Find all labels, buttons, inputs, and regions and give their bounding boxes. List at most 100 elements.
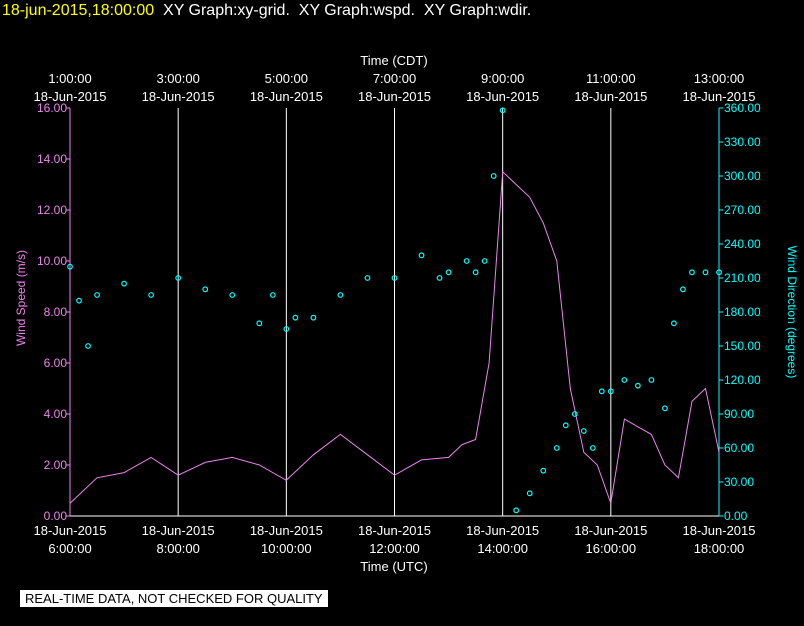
wind-direction-point	[671, 320, 677, 327]
wind-direction-point	[680, 286, 686, 293]
x-bottom-tick-time: 18:00:00	[694, 541, 745, 556]
wind-direction-point	[580, 428, 587, 434]
wind-direction-point	[702, 269, 709, 276]
x-bottom-tick-date: 18-Jun-2015	[683, 523, 756, 538]
x-bottom-tick-time: 10:00:00	[261, 541, 312, 556]
y-left-tick-label: 8.00	[44, 305, 68, 319]
wind-direction-point	[436, 275, 443, 281]
y-left-tick-label: 2.00	[44, 458, 68, 472]
wind-direction-point	[634, 382, 641, 389]
y-right-tick-label: 270.00	[724, 203, 761, 217]
y-right-tick-label: 240.00	[724, 237, 761, 251]
x-bottom-tick-time: 6:00:00	[48, 541, 91, 556]
wind-direction-point	[598, 388, 605, 395]
x-bottom-tick-time: 16:00:00	[586, 541, 637, 556]
y-left-tick-label: 4.00	[44, 407, 68, 421]
y-right-tick-label: 60.00	[724, 441, 754, 455]
wind-direction-point	[148, 292, 155, 298]
wind-direction-point	[175, 275, 182, 281]
wind-direction-point	[526, 490, 533, 497]
wind-direction-point	[418, 252, 425, 259]
wind-direction-point	[283, 326, 290, 332]
x-top-tick-date: 18-Jun-2015	[358, 89, 431, 104]
y-right-tick-label: 210.00	[724, 271, 761, 285]
header-graph-wspd: XY Graph:wspd.	[298, 2, 415, 19]
wind-direction-point	[607, 388, 614, 395]
graph-header: 18-jun-2015,18:00:00 XY Graph:xy-grid. X…	[2, 2, 531, 20]
wind-direction-point	[121, 280, 127, 287]
x-top-tick-time: 11:00:00	[586, 71, 636, 86]
x-top-tick-time: 9:00:00	[481, 71, 524, 86]
wind-direction-point	[662, 405, 668, 412]
y-left-tick-label: 6.00	[44, 356, 68, 370]
wind-direction-point	[202, 286, 209, 293]
x-bottom-tick-time: 12:00:00	[369, 541, 420, 556]
x-bottom-tick-date: 18-Jun-2015	[142, 523, 215, 538]
x-top-tick-time: 7:00:00	[373, 71, 416, 86]
y-right-tick-label: 30.00	[724, 475, 754, 489]
header-graph-xy-grid: XY Graph:xy-grid.	[163, 2, 290, 19]
wind-direction-point	[540, 467, 547, 474]
header-graph-wdir: XY Graph:wdir.	[423, 2, 532, 19]
wind-direction-point	[391, 275, 398, 281]
wind-direction-point	[589, 445, 596, 451]
x-bottom-axis-label: Time (UTC)	[360, 559, 427, 574]
x-top-tick-date: 18-Jun-2015	[34, 89, 107, 104]
x-bottom-tick-date: 18-Jun-2015	[250, 523, 323, 538]
wind-direction-point	[67, 263, 73, 270]
x-top-tick-date: 18-Jun-2015	[574, 89, 647, 104]
wind-direction-point	[292, 314, 299, 321]
y-left-tick-label: 0.00	[44, 509, 68, 523]
x-top-tick-time: 3:00:00	[156, 71, 199, 86]
x-top-tick-date: 18-Jun-2015	[142, 89, 215, 104]
y-right-tick-label: 90.00	[724, 407, 754, 421]
wind-direction-point	[364, 275, 371, 281]
x-top-tick-date: 18-Jun-2015	[250, 89, 323, 104]
wind-direction-point	[689, 269, 695, 276]
y-right-tick-label: 150.00	[724, 339, 761, 353]
y-right-axis-label: Wind Direction (degrees)	[785, 246, 799, 379]
wind-direction-point	[621, 377, 628, 383]
wind-direction-point	[445, 269, 452, 276]
wind-direction-point	[481, 258, 488, 264]
wind-direction-point	[553, 445, 560, 451]
x-top-axis-label: Time (CDT)	[360, 53, 427, 68]
plot-area: 18-Jun-2015 6:00:00 1:00:00 18-Jun-2015 18-J…	[34, 71, 762, 556]
x-bottom-tick-time: 8:00:00	[156, 541, 199, 556]
wind-direction-point	[490, 173, 497, 179]
y-right-tick-label: 300.00	[724, 169, 761, 183]
y-left-tick-label: 14.00	[37, 152, 67, 166]
wind-direction-point	[269, 292, 276, 298]
wind-direction-point	[562, 422, 569, 429]
y-right-tick-label: 360.00	[724, 101, 761, 115]
y-right-tick-label: 330.00	[724, 135, 761, 149]
y-right-tick-label: 180.00	[724, 305, 761, 319]
y-left-tick-label: 12.00	[37, 203, 67, 217]
wind-direction-point	[463, 258, 470, 264]
wind-direction-point	[648, 377, 655, 383]
x-bottom-tick-date: 18-Jun-2015	[574, 523, 647, 538]
quality-notice: REAL-TIME DATA, NOT CHECKED FOR QUALITY	[20, 590, 328, 607]
x-top-tick-time: 13:00:00	[694, 71, 745, 86]
y-right-tick-label: 120.00	[724, 373, 761, 387]
x-bottom-tick-date: 18-Jun-2015	[466, 523, 539, 538]
wind-direction-point	[571, 411, 578, 417]
wind-direction-point	[513, 507, 520, 514]
x-bottom-tick-date: 18-Jun-2015	[34, 523, 107, 538]
wind-direction-point	[310, 314, 317, 321]
wind-direction-point	[76, 297, 82, 304]
y-right-tick-label: 0.00	[724, 509, 748, 523]
y-left-axis-label: Wind Speed (m/s)	[14, 250, 28, 346]
header-timestamp: 18-jun-2015,18:00:00	[2, 2, 155, 19]
x-top-tick-date: 18-Jun-2015	[466, 89, 539, 104]
x-top-tick-date: 18-Jun-2015	[683, 89, 756, 104]
x-top-tick-time: 1:00:00	[48, 71, 91, 86]
wind-direction-point	[716, 269, 722, 276]
x-top-tick-time: 5:00:00	[265, 71, 308, 86]
wind-speed-line	[69, 170, 720, 504]
wind-direction-point	[85, 343, 91, 349]
wind-direction-point	[337, 292, 344, 298]
wind-direction-point	[256, 320, 263, 327]
